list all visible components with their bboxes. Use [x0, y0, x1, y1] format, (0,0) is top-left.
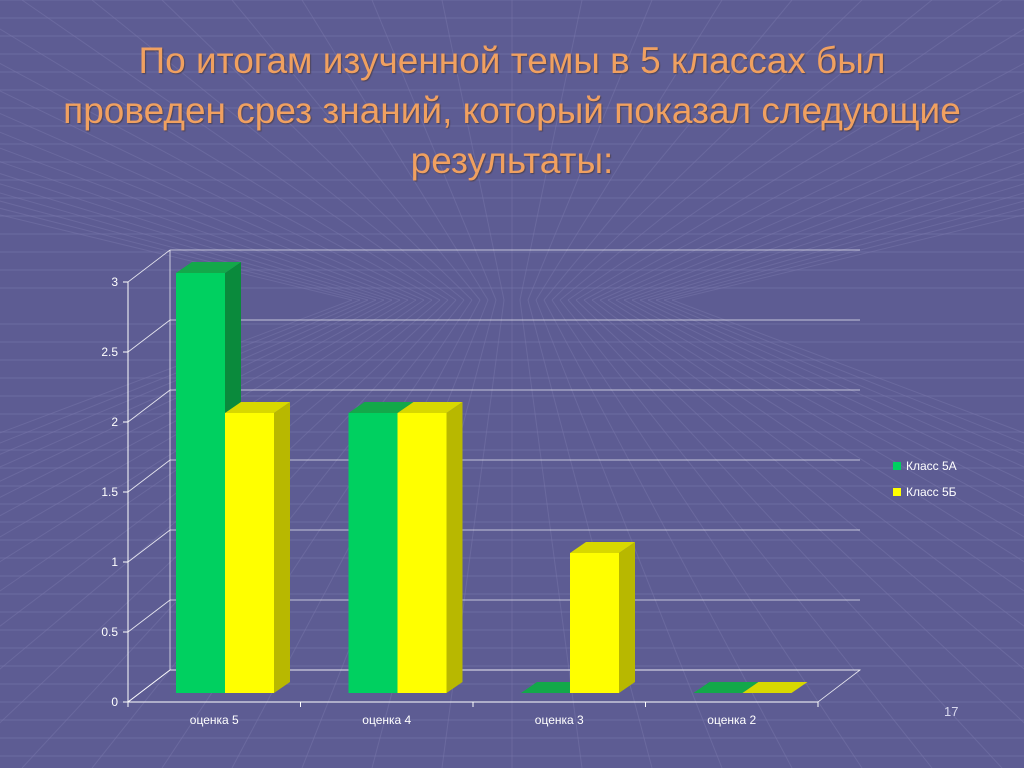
y-tick-label: 0.5	[101, 625, 118, 639]
bg-grid-line	[615, 299, 1024, 538]
bg-grid-line	[0, 214, 353, 301]
bar-top	[742, 682, 808, 693]
bg-grid-line	[623, 299, 1024, 517]
gridline-diagonal	[127, 249, 171, 283]
bg-grid-line	[591, 299, 1024, 627]
bar-front	[176, 273, 225, 693]
bg-grid-line	[0, 207, 361, 301]
bar-top	[348, 402, 414, 413]
bg-grid-line	[607, 299, 1024, 563]
x-tick-label: оценка 5	[190, 713, 239, 727]
y-tick-label: 1.5	[101, 485, 118, 499]
bar-side	[274, 402, 290, 693]
y-tick-label: 2.5	[101, 345, 118, 359]
bar-front	[225, 413, 274, 693]
bar-top	[397, 402, 463, 413]
bar-side	[446, 402, 463, 693]
bar-Класс 5Б-оценка 4	[397, 402, 463, 693]
y-tick-label: 2	[111, 415, 118, 429]
bar-Класс 5А-оценка 3	[521, 682, 586, 693]
bar-Класс 5А-оценка 2	[693, 682, 759, 693]
bar-front	[397, 413, 447, 693]
bg-grid-line	[551, 299, 863, 768]
y-tick-label: 0	[111, 695, 118, 709]
bar-top	[693, 682, 759, 693]
bg-grid-line	[647, 299, 1024, 468]
legend-swatch	[893, 488, 901, 496]
bar-top	[570, 542, 635, 553]
bg-grid-line	[583, 299, 1024, 670]
gridline-diagonal	[127, 389, 171, 423]
gridline-diagonal	[127, 599, 171, 633]
bg-grid-line	[559, 299, 933, 768]
bar-front	[348, 413, 398, 693]
bg-grid-line	[441, 299, 505, 768]
bg-grid-line	[527, 299, 653, 768]
bg-grid-line	[599, 299, 1024, 592]
bg-grid-line	[671, 214, 1024, 301]
bg-grid-line	[0, 299, 441, 670]
legend-label: Класс 5Б	[906, 485, 957, 499]
gridline-diagonal	[127, 319, 171, 353]
bg-grid-line	[631, 299, 1024, 498]
bg-grid-line	[639, 299, 1024, 482]
y-tick-label: 1	[111, 555, 118, 569]
gridline-diagonal	[127, 529, 171, 563]
bar-front	[570, 553, 619, 693]
page-number: 17	[944, 704, 959, 719]
bar-side	[619, 542, 635, 693]
bg-grid-line	[567, 299, 1003, 768]
bg-grid-line	[0, 299, 433, 627]
bg-grid-line	[655, 299, 1024, 455]
bar-top	[225, 402, 290, 413]
bar-top	[176, 262, 241, 273]
bg-grid-line	[0, 299, 417, 563]
slide-title: По итогам изученной темы в 5 классах был…	[63, 40, 961, 181]
bg-grid-line	[0, 299, 353, 434]
x-tick-label: оценка 3	[535, 713, 584, 727]
bg-grid-line	[575, 299, 1024, 724]
bg-grid-line	[663, 207, 1024, 301]
bg-grid-line	[0, 299, 409, 538]
bar-top	[521, 682, 586, 693]
legend-swatch	[893, 462, 901, 470]
bg-grid-line	[0, 299, 425, 592]
gridline-diagonal	[127, 459, 171, 493]
bg-grid-line	[671, 299, 1024, 434]
x-tick-label: оценка 4	[362, 713, 411, 727]
y-tick-label: 3	[111, 275, 118, 289]
legend-label: Класс 5А	[906, 459, 957, 473]
bar-Класс 5Б-оценка 3	[570, 542, 635, 693]
x-tick-label: оценка 2	[707, 713, 756, 727]
bar-Класс 5Б-оценка 5	[225, 402, 290, 693]
bg-grid-line	[0, 299, 361, 444]
bg-grid-line	[0, 299, 401, 517]
bar-Класс 5Б-оценка 2	[742, 682, 808, 693]
bg-grid-line	[663, 299, 1024, 444]
bg-grid-line	[535, 299, 723, 768]
